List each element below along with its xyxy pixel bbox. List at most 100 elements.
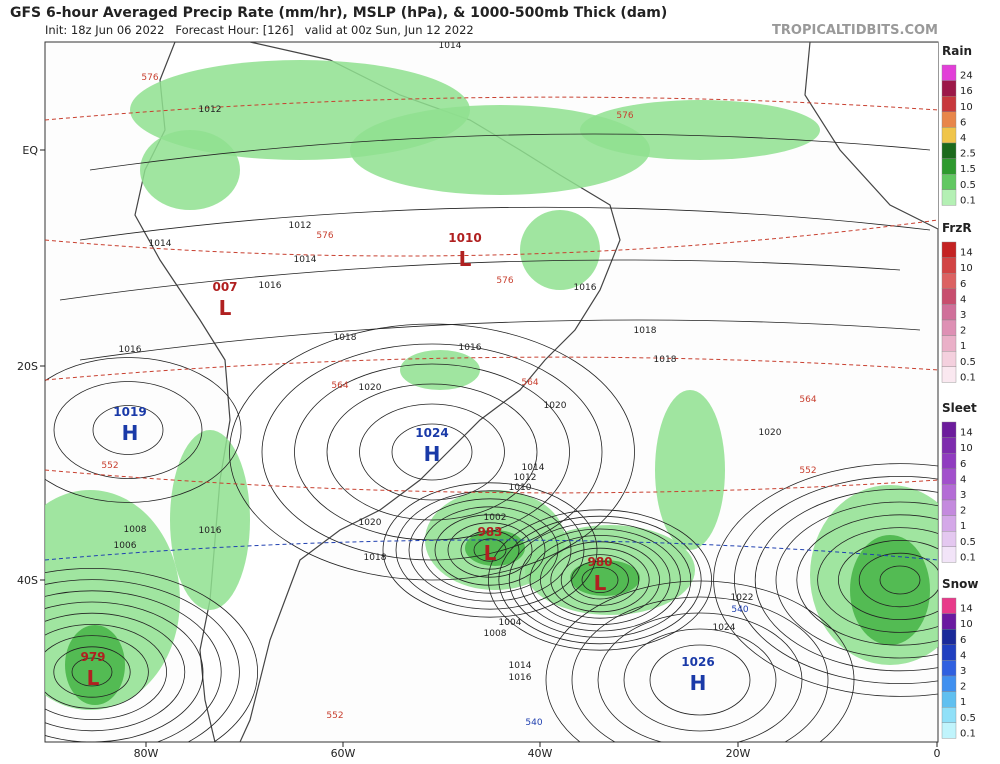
- legend-swatch: [941, 142, 957, 159]
- legend-swatch: [941, 189, 957, 206]
- isobar-label: 1008: [124, 525, 147, 535]
- pressure-value: 983: [477, 525, 502, 539]
- legend-title: FrzR: [942, 221, 972, 235]
- isobar: [53, 646, 131, 698]
- thickness-label: 552: [799, 466, 816, 476]
- isobar-label: 1016: [119, 345, 142, 355]
- legend-swatch: [941, 241, 957, 258]
- pressure-symbol: L: [459, 247, 472, 271]
- isobar: [261, 343, 603, 561]
- precip-area: [140, 130, 240, 210]
- isobar: [53, 381, 203, 479]
- isobar-label: 1018: [654, 355, 677, 365]
- isobar-label: 1014: [149, 239, 172, 249]
- legend-swatch: [941, 484, 957, 501]
- pressure-value: 007: [212, 280, 237, 294]
- thickness-label: 552: [101, 461, 118, 471]
- legend-tick: 10: [960, 619, 973, 630]
- isobar-label: 1014: [294, 255, 317, 265]
- isobar: [89, 133, 931, 171]
- legend-swatch: [941, 499, 957, 516]
- legend-tick: 3: [960, 490, 966, 501]
- legend-swatch: [941, 80, 957, 97]
- pressure-value: 979: [80, 650, 105, 664]
- legend-tick: 10: [960, 443, 973, 454]
- legend-swatch: [941, 531, 957, 548]
- legend-tick: 4: [960, 474, 966, 485]
- legend-title: Sleet: [942, 401, 977, 415]
- legend-swatch: [941, 366, 957, 383]
- legend-swatch: [941, 597, 957, 614]
- lon-label: 0: [934, 747, 941, 760]
- legend-swatch: [941, 288, 957, 305]
- legend-tick: 16: [960, 86, 973, 97]
- legend-swatch: [941, 95, 957, 112]
- legend-tick: 6: [960, 117, 966, 128]
- isobar-label: 1016: [259, 281, 282, 291]
- legend-tick: 2: [960, 326, 966, 337]
- isobar: [45, 601, 204, 742]
- map-body: [45, 42, 938, 742]
- isobar-label: 1012: [289, 221, 312, 231]
- legend-tick: 1: [960, 521, 966, 532]
- isobar: [59, 259, 901, 301]
- legend-swatch: [941, 468, 957, 485]
- thickness-label: 540: [731, 605, 748, 615]
- isobar: [447, 522, 533, 578]
- legend-tick: 0.1: [960, 195, 976, 206]
- legend-swatch: [941, 64, 957, 81]
- legend-swatch: [941, 173, 957, 190]
- isobar: [45, 624, 167, 720]
- precip-core: [65, 625, 125, 705]
- isobar: [92, 405, 164, 455]
- legend-swatch: [941, 111, 957, 128]
- isobar: [498, 515, 702, 645]
- pressure-value: 980: [587, 555, 612, 569]
- pressure-symbol: L: [484, 541, 497, 565]
- isobar: [597, 612, 803, 742]
- isobar: [359, 403, 505, 501]
- isobar-label: 1010: [509, 483, 532, 493]
- isobar: [581, 567, 619, 594]
- lon-label: 80W: [134, 747, 159, 760]
- isobar: [391, 423, 473, 481]
- isobar: [540, 541, 661, 619]
- isobar: [560, 554, 640, 606]
- africa: [804, 42, 938, 230]
- legend-tick: 6: [960, 459, 966, 470]
- thickness-label: 576: [496, 276, 513, 286]
- pressure-symbol: H: [690, 671, 707, 695]
- legend-swatch: [941, 722, 957, 739]
- legend-title: Rain: [942, 44, 972, 58]
- isobar: [487, 509, 712, 651]
- isobar: [79, 206, 931, 241]
- isobar: [434, 514, 546, 586]
- legend-swatch: [941, 629, 957, 646]
- isobar-label: 1014: [522, 463, 545, 473]
- precip-core: [570, 560, 640, 596]
- precip: [45, 60, 938, 710]
- pressure-value: 1024: [415, 426, 448, 440]
- legend-swatch: [941, 437, 957, 454]
- isobar: [408, 498, 572, 602]
- precip-core: [850, 535, 930, 645]
- isobar: [45, 357, 242, 503]
- legend-tick: 4: [960, 133, 966, 144]
- legend-tick: 6: [960, 635, 966, 646]
- legend-title: Snow: [942, 577, 979, 591]
- pressure-symbol: H: [424, 442, 441, 466]
- legend-swatch: [941, 515, 957, 532]
- isobar: [473, 538, 507, 562]
- isobar-label: 1016: [509, 673, 532, 683]
- lat-label: 40S: [17, 574, 38, 587]
- isobar-label: 1008: [484, 629, 507, 639]
- legend-tick: 4: [960, 650, 966, 661]
- isobar: [229, 323, 635, 581]
- isobar: [326, 383, 538, 521]
- isobar-label: 1016: [459, 343, 482, 353]
- isobar: [713, 463, 938, 697]
- isobar: [775, 501, 938, 659]
- legend-swatch: [941, 335, 957, 352]
